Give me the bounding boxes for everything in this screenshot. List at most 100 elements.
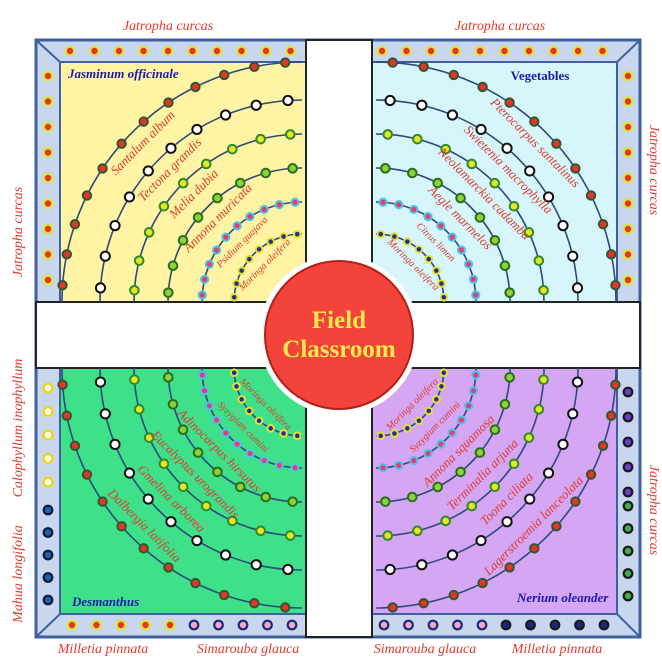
tree-dot (387, 602, 398, 613)
tree-dot (529, 543, 540, 554)
tree-dot (287, 163, 298, 174)
border-label-left-top: Jatropha curcas (11, 186, 26, 277)
tree-dot (551, 521, 562, 532)
border-tree-dot (598, 619, 610, 631)
tree-dot (279, 232, 288, 241)
border-tree-dot (622, 249, 634, 260)
tree-dot (567, 250, 579, 262)
tree-arc-line (375, 367, 445, 437)
tree-dot (221, 232, 231, 242)
border-tree-dot (42, 121, 54, 133)
tree-dot (133, 404, 145, 415)
tree-dot (109, 438, 121, 450)
tree-dot (69, 219, 81, 230)
bevel-line (35, 39, 61, 63)
tree-dot (418, 61, 429, 72)
border-tree-dot (42, 249, 54, 260)
tree-dot (57, 379, 68, 390)
bevel-line (616, 613, 641, 638)
tree-dot (380, 163, 391, 174)
tree-dot (129, 374, 140, 386)
tree-dot (211, 415, 222, 425)
tree-dot (466, 158, 478, 170)
tree-dot (382, 530, 394, 541)
border-label-bottom-1: Milletia pinnata (57, 642, 149, 657)
tree-dot (406, 167, 418, 179)
tree-dot (551, 138, 562, 149)
tree-dot (439, 292, 449, 302)
border-tree-dot (91, 619, 102, 631)
tree-dot (245, 211, 255, 222)
tree-dot (249, 61, 260, 72)
tree-dot (260, 167, 272, 179)
tree-dot (466, 500, 478, 512)
tree-dot (254, 244, 264, 254)
tree-dot (468, 386, 478, 396)
tree-dot (274, 200, 284, 210)
tree-dot (290, 197, 300, 207)
tree-dot (232, 221, 242, 231)
tree-dot (440, 143, 451, 155)
tree-dot (143, 432, 155, 443)
border-tree-dot (622, 545, 634, 557)
border-label-bottom-3: Simarouba glauca (374, 642, 477, 657)
tree-dot (61, 249, 72, 260)
tree-dot (123, 467, 136, 479)
tree-dot (177, 481, 189, 493)
tree-dot (280, 57, 291, 68)
border-tree-dot (622, 223, 634, 235)
tree-dot (142, 493, 154, 505)
border-tree-dot (42, 453, 54, 464)
tree-dot (456, 245, 467, 255)
border-tree-dot (525, 619, 536, 631)
border-tree-dot (42, 476, 54, 488)
tree-dot (227, 143, 238, 155)
field-classroom-circle (264, 260, 414, 410)
tree-dot (409, 455, 419, 466)
tree-dot (200, 158, 212, 170)
tree-dot (424, 406, 434, 416)
border-tree-dot (401, 45, 412, 57)
tree-dot (538, 284, 549, 296)
border-tree-dot (285, 45, 296, 57)
border-tree-dot (42, 382, 54, 394)
tree-dot (606, 249, 617, 260)
tree-dot (94, 282, 107, 294)
tree-dot (197, 370, 207, 380)
tree-arc-line (167, 367, 303, 503)
tree-dot (284, 530, 296, 541)
tree-dot (237, 395, 246, 404)
border-tree-dot (89, 45, 100, 57)
tree-dot (163, 562, 174, 573)
tree-dot (190, 81, 201, 93)
tree-dot (192, 447, 204, 458)
tree-dot (282, 94, 294, 107)
border-tree-dot (622, 411, 634, 423)
tree-dot (282, 563, 294, 576)
tree-dot (448, 69, 459, 81)
tree-dot (610, 379, 621, 390)
border-tree-dot (42, 429, 54, 441)
tree-arc-line (233, 367, 303, 437)
tree-dot (416, 559, 428, 571)
tree-dot (143, 227, 155, 238)
tree-dot (477, 81, 488, 93)
tree-dot (229, 368, 239, 378)
tree-dot (191, 123, 203, 136)
tree-dot (234, 177, 246, 189)
tree-dot (292, 431, 302, 441)
border-tree-dot (427, 619, 439, 631)
border-tree-dot (42, 549, 54, 561)
tree-dot (212, 192, 223, 204)
border-tree-dot (42, 198, 54, 209)
tree-dot (463, 259, 474, 269)
border-tree-dot (262, 619, 273, 631)
tree-dot (387, 57, 398, 68)
tree-dot (280, 602, 291, 613)
tree-dot (533, 404, 545, 415)
tree-dot (597, 440, 609, 451)
tree-dot (436, 221, 446, 231)
border-tree-dot (574, 619, 585, 631)
tree-dot (204, 259, 215, 269)
tree-dot (123, 191, 136, 203)
